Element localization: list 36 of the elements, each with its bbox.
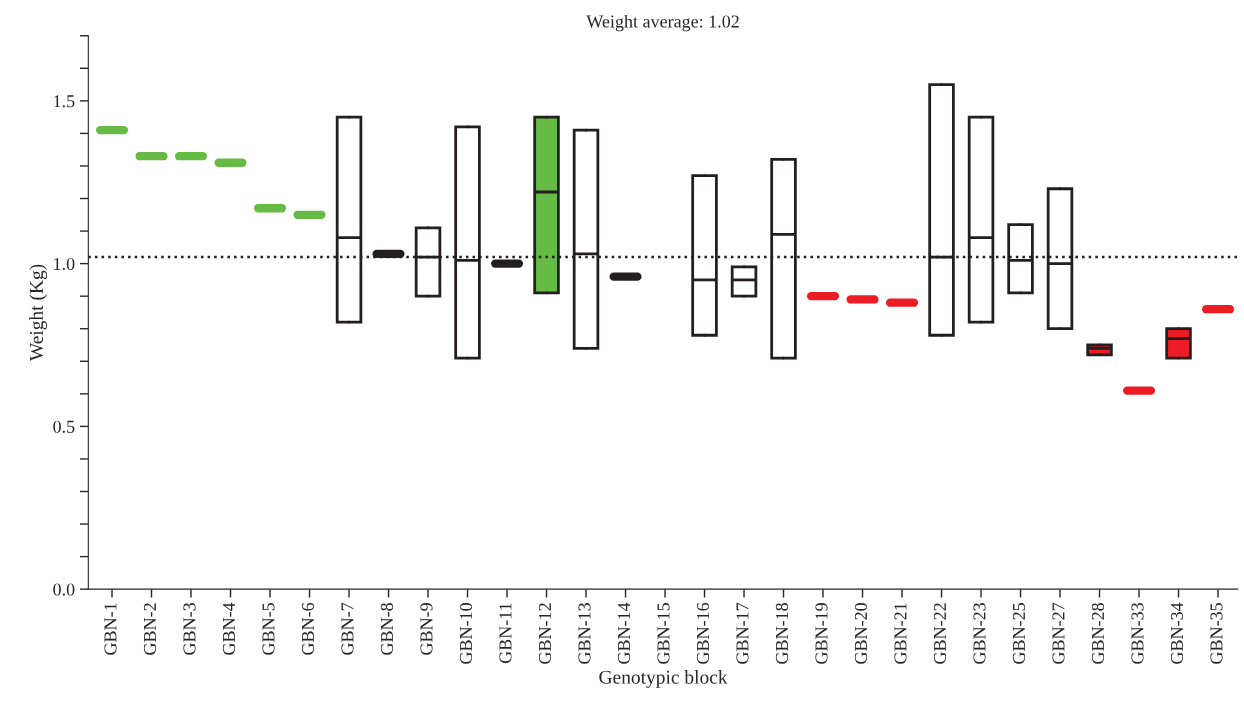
x-tick-label: GBN-34	[1170, 602, 1184, 664]
x-tick-label: GBN-19	[815, 603, 828, 664]
x-tick-label: GBN-12	[538, 603, 552, 664]
x-tick-label: GBN-18	[775, 603, 789, 664]
y-tick-label: 1.0	[54, 257, 75, 271]
x-tick-label: GBN-20	[854, 603, 868, 664]
x-tick-label: GBN-15	[657, 603, 670, 664]
x-tick-label: GBN-11	[499, 603, 512, 664]
x-tick-label: GBN-8	[380, 603, 394, 655]
x-tick-label: GBN-6	[301, 602, 315, 655]
x-tick-label: GBN-35	[1210, 603, 1223, 664]
x-tick-label: GBN-25	[1012, 603, 1026, 664]
x-tick-label: GBN-2	[143, 603, 157, 655]
x-axis-title: Genotypic block	[599, 670, 728, 688]
x-tick-label: GBN-22	[933, 603, 947, 664]
chart-title: Weight average: 1.02	[586, 14, 739, 32]
x-tick-label: GBN-17	[736, 602, 749, 664]
x-tick-label: GBN-21	[894, 603, 907, 664]
x-tick-label: GBN-33	[1131, 603, 1144, 664]
x-tick-label: GBN-10	[459, 603, 473, 664]
x-tick-label: GBN-16	[696, 602, 710, 664]
x-tick-label: GBN-1	[104, 603, 117, 655]
x-tick-label: GBN-3	[183, 603, 196, 655]
x-tick-label: GBN-27	[1052, 602, 1065, 664]
y-axis-title: Weight (Kg)	[29, 264, 47, 362]
x-tick-label: GBN-9	[420, 603, 433, 655]
x-tick-label: GBN-7	[341, 602, 354, 655]
y-tick-label: 1.5	[54, 95, 75, 108]
x-tick-label: GBN-23	[973, 603, 986, 664]
y-tick-label: 0.5	[53, 420, 75, 433]
y-tick-label: 0.0	[53, 583, 75, 596]
x-tick-label: GBN-14	[617, 602, 631, 664]
x-tick-label: GBN-5	[262, 603, 275, 655]
x-tick-label: GBN-13	[578, 603, 591, 664]
x-tick-label: GBN-4	[222, 602, 236, 655]
x-tick-label: GBN-28	[1091, 603, 1105, 664]
